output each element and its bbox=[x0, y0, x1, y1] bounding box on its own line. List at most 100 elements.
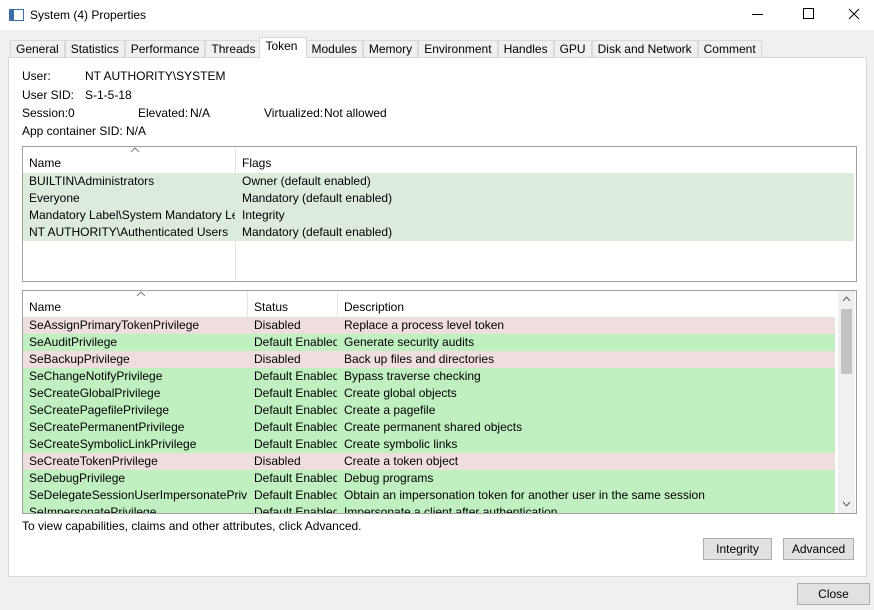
list-cell: SeCreatePagefilePrivilege bbox=[29, 403, 170, 417]
elevated-label: Elevated: bbox=[138, 106, 189, 120]
list-cell: BUILTIN\Administrators bbox=[29, 174, 155, 188]
list-row[interactable]: SeCreateGlobalPrivilege Default Enabled Cr… bbox=[23, 385, 835, 402]
list-row[interactable]: SeCreateTokenPrivilege Disabled Create a t… bbox=[23, 453, 835, 470]
header-row: Name Flags bbox=[23, 151, 835, 170]
column-header[interactable]: Status bbox=[254, 300, 289, 314]
list-cell: Everyone bbox=[29, 191, 80, 205]
column-header[interactable]: Name bbox=[29, 156, 62, 170]
list-cell: Create global objects bbox=[344, 386, 457, 400]
list-row[interactable]: SeBackupPrivilege Disabled Back up files a… bbox=[23, 351, 835, 368]
list-cell: Create a token object bbox=[344, 454, 459, 468]
tab[interactable]: Threads bbox=[205, 40, 262, 57]
tab[interactable]: GPU bbox=[553, 40, 592, 57]
app-container-value: N/A bbox=[126, 124, 147, 138]
virtualized-value: Not allowed bbox=[324, 106, 387, 120]
tab[interactable]: Memory bbox=[362, 40, 419, 57]
list-row[interactable]: SeImpersonatePrivilege Default Enabled Imp… bbox=[23, 504, 835, 514]
list-row[interactable]: SeCreatePermanentPrivilege Default Enable… bbox=[23, 419, 835, 436]
list-cell: Default Enabled bbox=[254, 505, 337, 514]
list-cell: SeAssignPrimaryTokenPrivilege bbox=[29, 318, 200, 332]
list-cell: Default Enabled bbox=[254, 420, 337, 434]
list-cell: Create a pagefile bbox=[344, 403, 436, 417]
list-cell: Mandatory (default enabled) bbox=[242, 225, 393, 239]
list-cell: SeCreateSymbolicLinkPrivilege bbox=[29, 437, 197, 451]
list-row[interactable]: SeAssignPrimaryTokenPrivilege Disabled Rep… bbox=[23, 317, 835, 334]
tab[interactable]: Performance bbox=[124, 40, 206, 57]
list-row[interactable]: SeDelegateSessionUserImpersonatePrivileg… bbox=[23, 487, 835, 504]
tab[interactable]: Disk and Network bbox=[591, 40, 698, 57]
list-row[interactable]: SeCreateSymbolicLinkPrivilege Default Ena… bbox=[23, 436, 835, 453]
list-cell: Disabled bbox=[254, 318, 301, 332]
list-row[interactable]: SeAuditPrivilege Default Enabled Generate … bbox=[23, 334, 835, 351]
sort-indicator bbox=[130, 147, 139, 152]
list-row[interactable]: NT AUTHORITY\Authenticated Users Mandator… bbox=[23, 224, 854, 241]
list-cell: Default Enabled bbox=[254, 437, 337, 451]
app-icon bbox=[9, 9, 24, 21]
list-row[interactable]: SeCreatePagefilePrivilege Default Enabled… bbox=[23, 402, 835, 419]
minimize-button[interactable] bbox=[752, 14, 763, 15]
list-cell: Mandatory (default enabled) bbox=[242, 191, 393, 205]
list-cell: Default Enabled bbox=[254, 488, 337, 502]
window-title: System (4) Properties bbox=[30, 8, 147, 22]
maximize-button[interactable] bbox=[803, 8, 814, 19]
footer-hint: To view capabilities, claims and other a… bbox=[22, 519, 362, 533]
list-cell: Owner (default enabled) bbox=[242, 174, 371, 188]
list-row[interactable]: Mandatory Label\System Mandatory Level In… bbox=[23, 207, 854, 224]
title-bar: System (4) Properties bbox=[0, 0, 874, 30]
tab[interactable]: Comment bbox=[697, 40, 762, 57]
tab[interactable]: Handles bbox=[497, 40, 554, 57]
user-value: NT AUTHORITY\SYSTEM bbox=[85, 69, 226, 83]
groups-list: Name Flags BUILTIN\Administrators Owner (de… bbox=[22, 146, 857, 282]
list-cell: NT AUTHORITY\Authenticated Users bbox=[29, 225, 229, 239]
tab[interactable]: Environment bbox=[418, 40, 498, 57]
list-cell: SeCreatePermanentPrivilege bbox=[29, 420, 185, 434]
list-cell: Default Enabled bbox=[254, 369, 337, 383]
column-header[interactable]: Description bbox=[344, 300, 405, 314]
list-cell: Impersonate a client after authenticatio… bbox=[344, 505, 558, 514]
column-header[interactable]: Flags bbox=[242, 156, 272, 170]
list-cell: Integrity bbox=[242, 208, 285, 222]
header-row: Name Status Description bbox=[23, 295, 835, 314]
list-cell: Default Enabled bbox=[254, 471, 337, 485]
privileges-list: Name Status Description SeAssignPrimaryToke… bbox=[22, 290, 857, 514]
sort-indicator bbox=[136, 291, 145, 296]
list-cell: SeDebugPrivilege bbox=[29, 471, 126, 485]
list-cell: Mandatory Label\System Mandatory Level bbox=[29, 208, 235, 222]
list-row[interactable]: BUILTIN\Administrators Owner (default ena… bbox=[23, 173, 854, 190]
sid-value: S-1-5-18 bbox=[85, 88, 132, 102]
list-row[interactable]: Everyone Mandatory (default enabled) bbox=[23, 190, 854, 207]
list-cell: SeCreateGlobalPrivilege bbox=[29, 386, 161, 400]
elevated-value: N/A bbox=[190, 106, 211, 120]
integrity-button[interactable]: Integrity bbox=[703, 538, 772, 560]
user-label: User: bbox=[22, 69, 51, 83]
close-button[interactable]: Close bbox=[797, 583, 870, 605]
list-cell: Obtain an impersonation token for anothe… bbox=[344, 488, 705, 502]
tab[interactable]: Token bbox=[259, 37, 308, 58]
app-container-label: App container SID: bbox=[22, 124, 123, 138]
list-cell: SeDelegateSessionUserImpersonatePrivileg… bbox=[29, 488, 247, 502]
list-row[interactable]: SeDebugPrivilege Default Enabled Debug pro… bbox=[23, 470, 835, 487]
tab[interactable]: General bbox=[10, 40, 65, 57]
advanced-button[interactable]: Advanced bbox=[783, 538, 854, 560]
list-cell: Debug programs bbox=[344, 471, 434, 485]
close-x[interactable] bbox=[848, 8, 860, 20]
tab[interactable]: Modules bbox=[305, 40, 363, 57]
list-cell: Default Enabled bbox=[254, 335, 337, 349]
list-cell: Disabled bbox=[254, 454, 301, 468]
list-cell: SeAuditPrivilege bbox=[29, 335, 118, 349]
column-header[interactable]: Name bbox=[29, 300, 62, 314]
scrollbar[interactable] bbox=[838, 291, 855, 513]
list-cell: SeBackupPrivilege bbox=[29, 352, 130, 366]
list-cell: Bypass traverse checking bbox=[344, 369, 481, 383]
list-cell: Default Enabled bbox=[254, 386, 337, 400]
tab[interactable]: Statistics bbox=[64, 40, 125, 57]
scroll-thumb[interactable] bbox=[841, 309, 852, 374]
list-cell: Disabled bbox=[254, 352, 301, 366]
list-cell: SeImpersonatePrivilege bbox=[29, 505, 157, 514]
list-row[interactable]: SeChangeNotifyPrivilege Default Enabled By… bbox=[23, 368, 835, 385]
list-cell: Replace a process level token bbox=[344, 318, 505, 332]
list-cell: Back up files and directories bbox=[344, 352, 495, 366]
session-value: 0 bbox=[68, 106, 75, 120]
list-cell: SeChangeNotifyPrivilege bbox=[29, 369, 163, 383]
